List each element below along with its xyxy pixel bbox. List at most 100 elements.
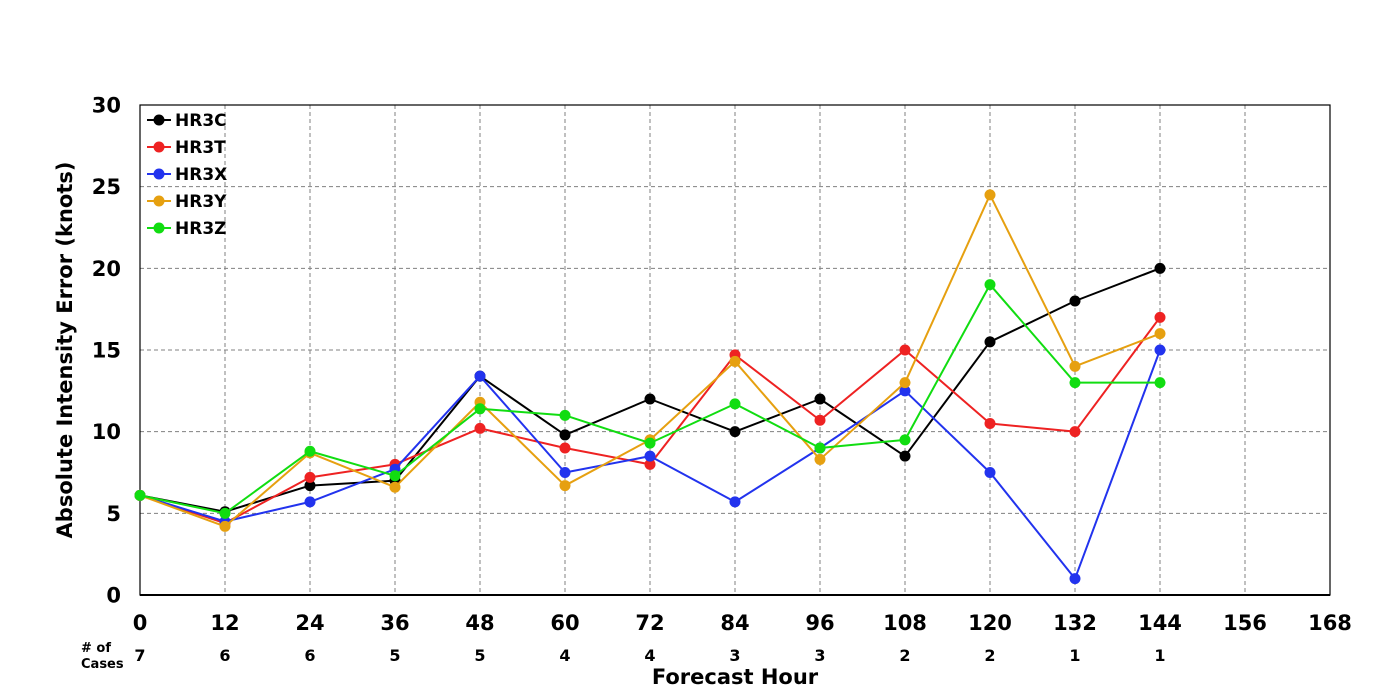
x-tick-label: 108	[883, 611, 927, 635]
x-tick-label: 156	[1223, 611, 1267, 635]
legend-item: HR3T	[147, 138, 226, 158]
case-count-label: 4	[559, 646, 570, 665]
y-tick-label: 10	[92, 420, 121, 444]
x-tick-label: 72	[635, 611, 664, 635]
data-point	[134, 489, 146, 501]
x-tick-label: 144	[1138, 611, 1182, 635]
data-point	[1154, 328, 1166, 340]
legend-marker	[153, 168, 165, 180]
data-point	[814, 414, 826, 426]
data-point	[644, 458, 656, 470]
x-tick-label: 36	[380, 611, 409, 635]
legend-item: HR3Y	[147, 192, 227, 212]
legend-item: HR3X	[147, 165, 227, 185]
case-count-label: 3	[729, 646, 740, 665]
data-point	[899, 450, 911, 462]
data-point	[559, 442, 571, 454]
data-point	[474, 422, 486, 434]
data-point	[1069, 426, 1081, 438]
y-tick-label: 0	[106, 584, 121, 608]
data-point	[644, 393, 656, 405]
x-tick-label: 12	[210, 611, 239, 635]
data-point	[814, 442, 826, 454]
data-point	[899, 344, 911, 356]
legend-item: HR3Z	[147, 219, 226, 239]
case-count-label: 2	[984, 646, 995, 665]
x-tick-labels: 0 12 24 36 48 60 72 84 96 108 120 132 144 156 168	[133, 611, 1352, 635]
legend-label: HR3C	[175, 111, 227, 131]
data-point	[729, 355, 741, 367]
data-point	[729, 496, 741, 508]
data-point	[1069, 377, 1081, 389]
x-tick-label: 0	[133, 611, 148, 635]
data-point	[474, 370, 486, 382]
data-point	[984, 467, 996, 478]
data-point	[389, 470, 401, 482]
data-point	[389, 481, 401, 493]
data-point	[984, 336, 996, 348]
x-tick-label: 120	[968, 611, 1012, 635]
case-count-label: 3	[814, 646, 825, 665]
data-point	[1154, 344, 1166, 356]
data-point	[304, 496, 316, 508]
y-tick-label: 15	[92, 339, 121, 363]
data-point	[644, 450, 656, 462]
data-point	[814, 453, 826, 465]
y-tick-label: 25	[92, 175, 121, 199]
data-point	[304, 480, 316, 492]
x-tick-label: 24	[295, 611, 324, 635]
cases-label-line2: Cases	[81, 657, 124, 672]
y-tick-labels: 0 5 10 15 20 25 30	[92, 94, 121, 608]
data-point	[729, 398, 741, 410]
data-series	[134, 189, 1166, 585]
case-count-label: 6	[219, 646, 230, 665]
data-point	[984, 418, 996, 429]
y-axis-title: Absolute Intensity Error (knots)	[53, 162, 77, 539]
x-tick-label: 168	[1308, 611, 1352, 635]
legend-marker	[153, 195, 165, 207]
series-hr3z	[134, 279, 1166, 519]
y-tick-label: 30	[92, 94, 121, 118]
data-point	[219, 507, 231, 519]
x-tick-label: 84	[720, 611, 749, 635]
case-count-label: 1	[1069, 646, 1080, 665]
x-tick-label: 48	[465, 611, 494, 635]
data-point	[814, 393, 826, 405]
data-point	[474, 403, 486, 415]
legend-label: HR3Y	[175, 192, 227, 212]
data-point	[304, 445, 316, 457]
data-point	[559, 409, 571, 421]
legend-label: HR3T	[175, 138, 226, 158]
case-count-label: 6	[304, 646, 315, 665]
data-point	[729, 426, 741, 438]
legend-marker	[153, 222, 165, 234]
data-point	[899, 385, 911, 397]
case-counts: 7 6 6 5 5 4 4 3 3 2 2 1 1	[134, 646, 1165, 665]
case-count-label: 4	[644, 646, 655, 665]
legend-label: HR3Z	[175, 219, 226, 239]
data-point	[304, 471, 316, 483]
x-tick-label: 60	[550, 611, 579, 635]
legend-item: HR3C	[147, 111, 227, 131]
x-tick-label: 132	[1053, 611, 1097, 635]
cases-label-line1: # of	[81, 641, 111, 656]
x-tick-label: 96	[805, 611, 834, 635]
x-axis-title: Forecast Hour	[652, 665, 819, 689]
data-point	[644, 437, 656, 449]
y-tick-label: 5	[106, 502, 121, 526]
legend-marker	[153, 114, 165, 126]
data-point	[559, 480, 571, 492]
case-count-label: 5	[474, 646, 485, 665]
data-point	[559, 429, 571, 441]
data-point	[1069, 573, 1081, 585]
data-point	[1069, 360, 1081, 372]
data-point	[1154, 262, 1166, 274]
data-point	[1154, 311, 1166, 323]
case-count-label: 7	[134, 646, 145, 665]
case-count-label: 1	[1154, 646, 1165, 665]
legend-label: HR3X	[175, 165, 227, 185]
data-point	[1069, 295, 1081, 307]
case-count-label: 2	[899, 646, 910, 665]
legend-marker	[153, 141, 165, 153]
